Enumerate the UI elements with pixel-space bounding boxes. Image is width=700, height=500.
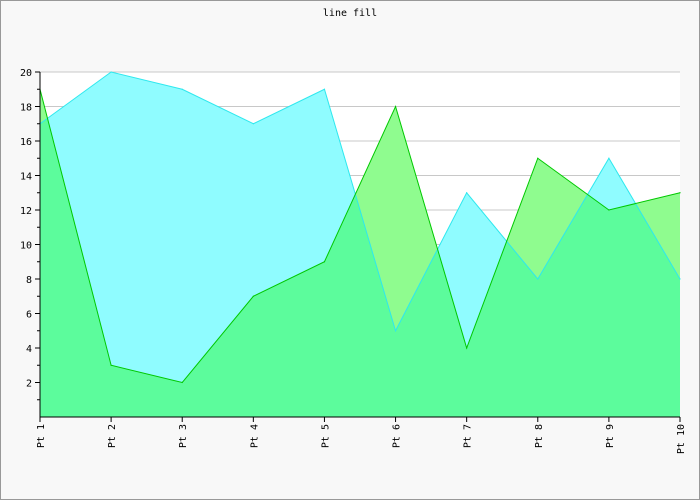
- chart-title: line fill: [322, 8, 378, 19]
- x-tick-label: Pt 9: [605, 424, 616, 448]
- y-tick-label: 10: [20, 241, 32, 252]
- series-2-point: [394, 105, 397, 108]
- series-2-point: [252, 295, 254, 297]
- y-tick-label: 4: [26, 344, 32, 355]
- y-tick-label: 16: [20, 137, 32, 148]
- series-1-line: [39, 71, 681, 333]
- y-tick-labels: 2 4 6 8 10 12 14 16 18 20: [20, 68, 32, 390]
- series-1-point: [466, 192, 468, 194]
- x-tick-label: Pt 8: [534, 424, 545, 448]
- x-tick-label: Pt 6: [392, 424, 403, 448]
- series-2-point: [608, 209, 610, 211]
- x-tick-label: Pt 2: [107, 424, 118, 448]
- series-1-point: [608, 157, 610, 159]
- series-areas: [39, 71, 681, 417]
- x-tick-labels: Pt 1 Pt 2 Pt 3 Pt 4 Pt 5 Pt 6 Pt 7 Pt 8 Pt 9 Pt 1…: [36, 424, 687, 454]
- x-tick-label: Pt 1: [36, 424, 47, 448]
- y-tick-label: 2: [26, 379, 32, 390]
- series-2-point: [110, 364, 112, 366]
- series-1-point: [252, 123, 254, 125]
- x-tick-label: Pt 5: [320, 424, 331, 448]
- series-2-point: [323, 261, 326, 263]
- series-1-point: [679, 278, 681, 280]
- series-2-point: [181, 381, 183, 384]
- series-overlap-area: [40, 89, 680, 417]
- y-tick-label: 12: [20, 206, 32, 217]
- y-tick-label: 8: [26, 275, 32, 286]
- x-tick-label: Pt 7: [463, 424, 474, 448]
- y-tick-label: 20: [20, 68, 32, 79]
- series-2-line: [39, 89, 681, 384]
- series-1-point: [181, 88, 183, 90]
- series-1-point: [323, 88, 326, 90]
- series-2-point: [537, 157, 539, 159]
- y-tick-label: 6: [26, 310, 32, 321]
- series-2-point: [466, 347, 468, 349]
- y-tick-label: 18: [20, 103, 32, 114]
- y-tick-label: 14: [20, 172, 32, 183]
- axes: [35, 71, 681, 422]
- x-tick-label: Pt 10: [676, 424, 687, 454]
- series-1-point: [394, 330, 397, 332]
- series-2-point: [679, 192, 681, 194]
- series-1-point: [537, 278, 539, 280]
- x-tick-label: Pt 3: [178, 424, 189, 448]
- series-1-point: [110, 71, 112, 73]
- x-tick-label: Pt 4: [249, 424, 260, 448]
